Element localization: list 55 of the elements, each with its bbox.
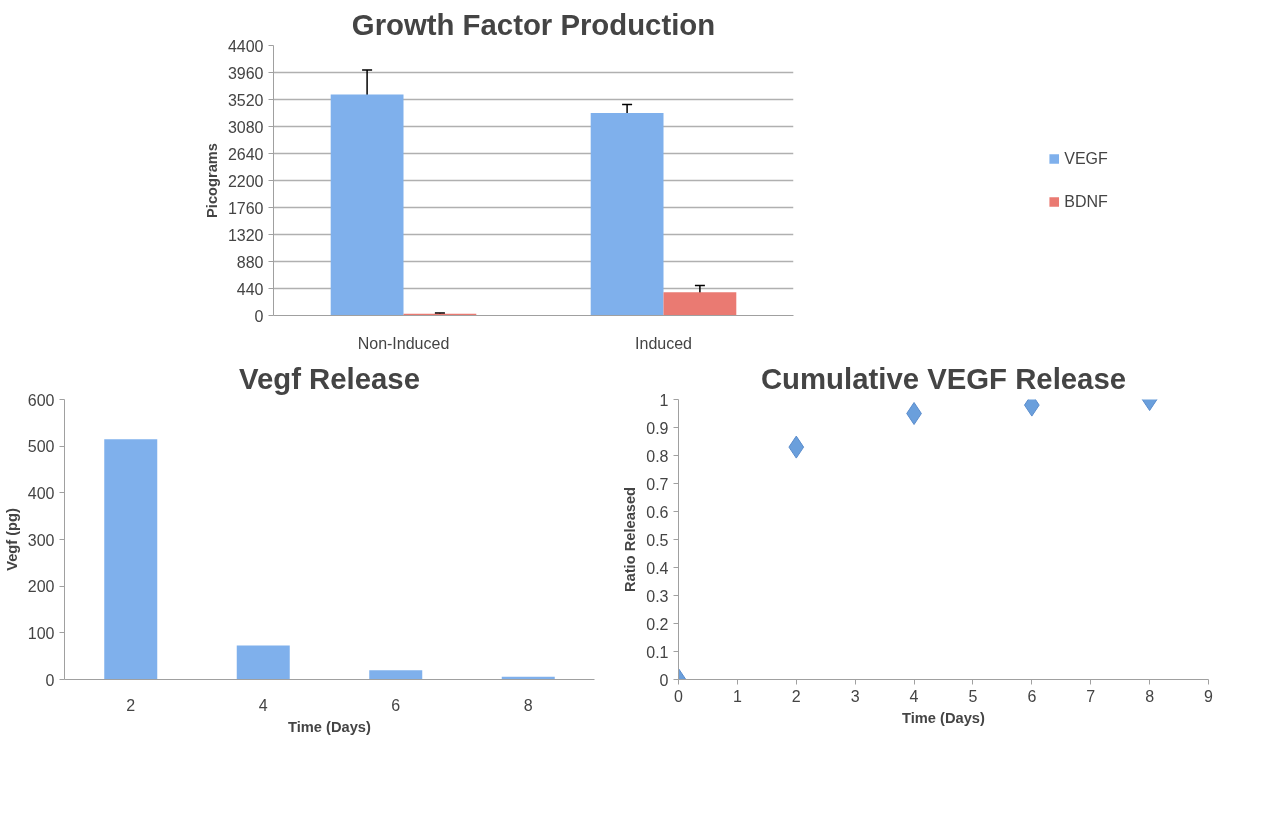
y-tick-label: 880 bbox=[236, 253, 264, 271]
y-axis-title: Picograms bbox=[203, 143, 220, 218]
x-tick-label: 7 bbox=[1086, 687, 1096, 705]
x-tick-label: 9 bbox=[1204, 687, 1214, 705]
x-tick-label: 8 bbox=[523, 696, 533, 714]
x-tick-label: 2 bbox=[126, 696, 136, 714]
x-axis-title: Time (Days) bbox=[902, 709, 986, 726]
y-tick-label: 440 bbox=[236, 280, 264, 298]
chart-title: Growth Factor Production bbox=[351, 7, 716, 41]
x-tick-label: 6 bbox=[391, 696, 401, 714]
y-tick-label: 3080 bbox=[227, 118, 264, 136]
legend-label: BDNF bbox=[1064, 192, 1108, 211]
y-tick-label: 500 bbox=[27, 438, 55, 456]
x-axis-title: Time (Days) bbox=[288, 718, 372, 735]
x-tick-label: 4 bbox=[258, 696, 268, 714]
x-tick-label: 6 bbox=[1027, 687, 1037, 705]
x-tick-label: 5 bbox=[968, 687, 978, 705]
x-tick-label: 2 bbox=[791, 687, 801, 705]
x-tick-label: Induced bbox=[635, 334, 692, 352]
y-tick-label: 1 bbox=[659, 391, 669, 409]
y-tick-label: 0.4 bbox=[646, 559, 669, 577]
y-tick-label: 100 bbox=[27, 624, 55, 642]
y-tick-label: 1320 bbox=[227, 226, 264, 244]
y-tick-label: 400 bbox=[27, 484, 55, 502]
x-tick-label: 1 bbox=[732, 687, 742, 705]
y-tick-label: 0.5 bbox=[646, 531, 669, 549]
y-tick-label: 1760 bbox=[227, 199, 264, 217]
y-axis-title: Ratio Released bbox=[622, 486, 639, 593]
y-tick-label: 4400 bbox=[227, 37, 264, 55]
x-tick-label: 3 bbox=[850, 687, 860, 705]
y-tick-label: 200 bbox=[27, 578, 55, 596]
chart-title: Vegf Release bbox=[239, 361, 420, 395]
y-tick-label: 3960 bbox=[227, 64, 264, 82]
x-tick-label: Non-Induced bbox=[357, 334, 450, 352]
chart-title: Cumulative VEGF Release bbox=[760, 361, 1127, 395]
x-tick-label: 0 bbox=[674, 687, 684, 705]
y-tick-label: 0.9 bbox=[646, 419, 669, 437]
y-tick-label: 0 bbox=[254, 307, 264, 325]
y-tick-label: 300 bbox=[27, 531, 55, 549]
y-tick-label: 0.3 bbox=[646, 587, 669, 605]
x-tick-label: 8 bbox=[1145, 687, 1155, 705]
y-tick-label: 0.2 bbox=[646, 615, 669, 633]
y-tick-label: 2200 bbox=[227, 172, 264, 190]
y-axis-title: Vegf (pg) bbox=[3, 508, 20, 571]
y-tick-label: 0 bbox=[659, 671, 669, 689]
y-tick-label: 0.1 bbox=[646, 643, 669, 661]
y-tick-label: 0.7 bbox=[646, 475, 669, 493]
y-tick-label: 2640 bbox=[227, 145, 264, 163]
x-tick-label: 4 bbox=[909, 687, 919, 705]
legend-label: VEGF bbox=[1064, 149, 1108, 168]
y-tick-label: 3520 bbox=[227, 91, 264, 109]
y-tick-label: 0.8 bbox=[646, 447, 669, 465]
y-tick-label: 0.6 bbox=[646, 503, 669, 521]
y-tick-label: 600 bbox=[27, 391, 55, 409]
y-tick-label: 0 bbox=[45, 671, 55, 689]
